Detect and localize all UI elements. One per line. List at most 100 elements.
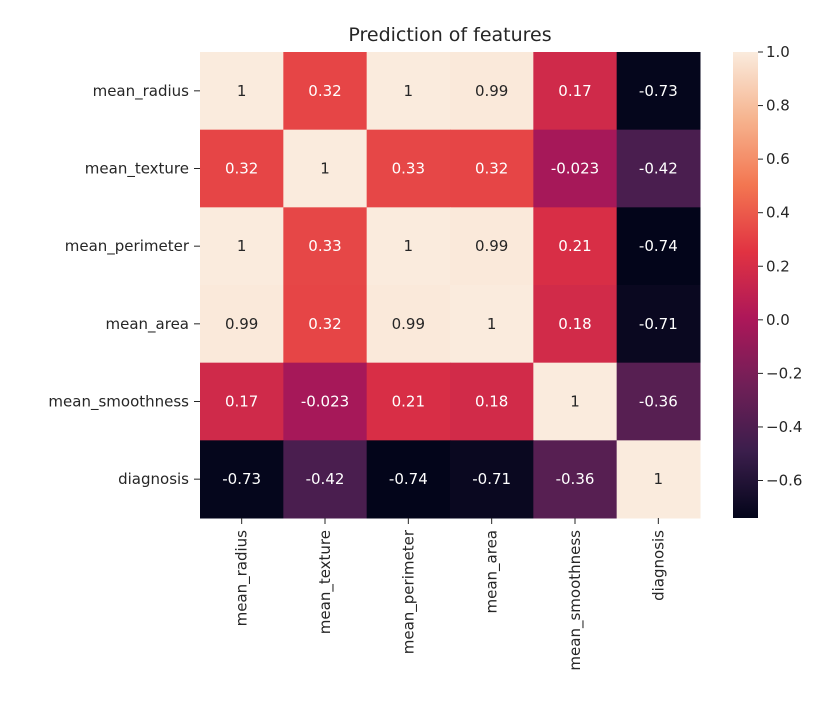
heatmap-cell [450, 285, 534, 364]
cell-annotation: -0.74 [389, 470, 428, 488]
heatmap-cell [283, 440, 368, 519]
row-label: mean_texture [85, 160, 189, 179]
heatmap-cell [200, 362, 284, 441]
colorbar-tick-label: −0.4 [766, 418, 802, 436]
heatmap-cell [533, 52, 618, 131]
col-label: mean_radius [233, 530, 252, 627]
heatmap-cell [366, 362, 451, 441]
cell-annotation: -0.74 [639, 237, 678, 255]
heatmap-cell [200, 207, 284, 286]
row-label: diagnosis [118, 470, 189, 488]
heatmap-annotations: 1 0.32 1 0.99 0.17 -0.73 0.32 1 0.33 0.32 -0.023 -0… [222, 82, 677, 488]
col-label: mean_smoothness [566, 530, 585, 671]
heatmap-cell [533, 207, 618, 286]
heatmap-cell [533, 362, 618, 441]
cell-annotation: -0.71 [639, 315, 678, 333]
colorbar-tick-label: 0.2 [766, 257, 790, 275]
cell-annotation: 0.33 [392, 160, 425, 178]
heatmap-cell [450, 207, 534, 286]
colorbar: 1.0 0.8 0.6 0.4 0.2 0.0 −0.2 −0.4 −0.6 [733, 43, 802, 518]
heatmap-cell [616, 207, 701, 286]
colorbar-gradient [733, 52, 758, 518]
cell-annotation: 1 [487, 315, 497, 333]
cell-annotation: -0.71 [472, 470, 511, 488]
cell-annotation: 0.18 [475, 393, 508, 411]
col-label: mean_perimeter [399, 529, 418, 654]
heatmap-cell [616, 129, 701, 208]
cell-annotation: -0.023 [551, 160, 599, 178]
colorbar-tick-label: −0.2 [766, 364, 802, 382]
row-label: mean_radius [93, 82, 190, 101]
cell-annotation: 0.32 [308, 315, 341, 333]
heatmap-cells [200, 52, 701, 519]
cell-annotation: -0.36 [639, 393, 678, 411]
heatmap-cell [450, 52, 534, 131]
heatmap-cell [616, 52, 701, 131]
cell-annotation: 0.32 [475, 160, 508, 178]
cell-annotation: 0.99 [392, 315, 425, 333]
heatmap-cell [200, 285, 284, 364]
cell-annotation: 0.99 [225, 315, 258, 333]
heatmap-cell [283, 285, 368, 364]
colorbar-tick-label: 0.4 [766, 204, 790, 222]
cell-annotation: 1 [404, 237, 414, 255]
heatmap-cell [200, 129, 284, 208]
heatmap-cell [533, 285, 618, 364]
cell-annotation: -0.36 [556, 470, 595, 488]
heatmap-cell [283, 129, 368, 208]
heatmap-cell [450, 440, 534, 519]
cell-annotation: 0.17 [225, 393, 258, 411]
cell-annotation: 1 [654, 470, 664, 488]
heatmap-cell [366, 440, 451, 519]
cell-annotation: -0.42 [639, 160, 678, 178]
cell-annotation: 0.32 [225, 160, 258, 178]
heatmap-cell [450, 362, 534, 441]
cell-annotation: 1 [237, 237, 247, 255]
heatmap-cell [366, 207, 451, 286]
column-labels: mean_radius mean_texture mean_perimeter mea… [233, 518, 667, 671]
cell-annotation: -0.73 [639, 82, 678, 100]
cell-annotation: -0.42 [306, 470, 345, 488]
cell-annotation: 0.33 [308, 237, 341, 255]
cell-annotation: 0.18 [558, 315, 591, 333]
cell-annotation: 0.99 [475, 237, 508, 255]
col-label: diagnosis [649, 530, 667, 601]
heatmap-cell [533, 129, 618, 208]
cell-annotation: 0.21 [558, 237, 591, 255]
heatmap-cell [366, 285, 451, 364]
row-label: mean_smoothness [48, 393, 189, 412]
col-label: mean_area [483, 530, 502, 614]
cell-annotation: 1 [404, 82, 414, 100]
heatmap-cell [616, 362, 701, 441]
cell-annotation: 0.21 [392, 393, 425, 411]
heatmap-cell [366, 52, 451, 131]
colorbar-tick-label: 0.6 [766, 150, 790, 168]
colorbar-tick-label: 0.8 [766, 97, 790, 115]
heatmap-cell [200, 52, 284, 131]
cell-annotation: 0.17 [558, 82, 591, 100]
heatmap-cell [366, 129, 451, 208]
row-label: mean_perimeter [65, 237, 190, 256]
colorbar-tick-label: −0.6 [766, 472, 802, 490]
heatmap-cell [283, 207, 368, 286]
colorbar-tick-label: 1.0 [766, 43, 790, 61]
col-label: mean_texture [316, 530, 335, 634]
cell-annotation: 1 [320, 160, 330, 178]
row-labels: mean_radius mean_texture mean_perimetermea… [48, 82, 200, 488]
colorbar-tick-label: 0.0 [766, 311, 790, 329]
heatmap-cell [616, 440, 701, 519]
cell-annotation: 1 [237, 82, 247, 100]
cell-annotation: 0.99 [475, 82, 508, 100]
heatmap-cell [533, 440, 618, 519]
cell-annotation: 0.32 [308, 82, 341, 100]
cell-annotation: -0.73 [222, 470, 261, 488]
heatmap-cell [616, 285, 701, 364]
cell-annotation: -0.023 [301, 393, 349, 411]
heatmap-cell [200, 440, 284, 519]
heatmap-cell [450, 129, 534, 208]
heatmap-cell [283, 362, 368, 441]
chart-title: Prediction of features [348, 24, 551, 46]
cell-annotation: 1 [570, 393, 580, 411]
heatmap-cell [283, 52, 368, 131]
